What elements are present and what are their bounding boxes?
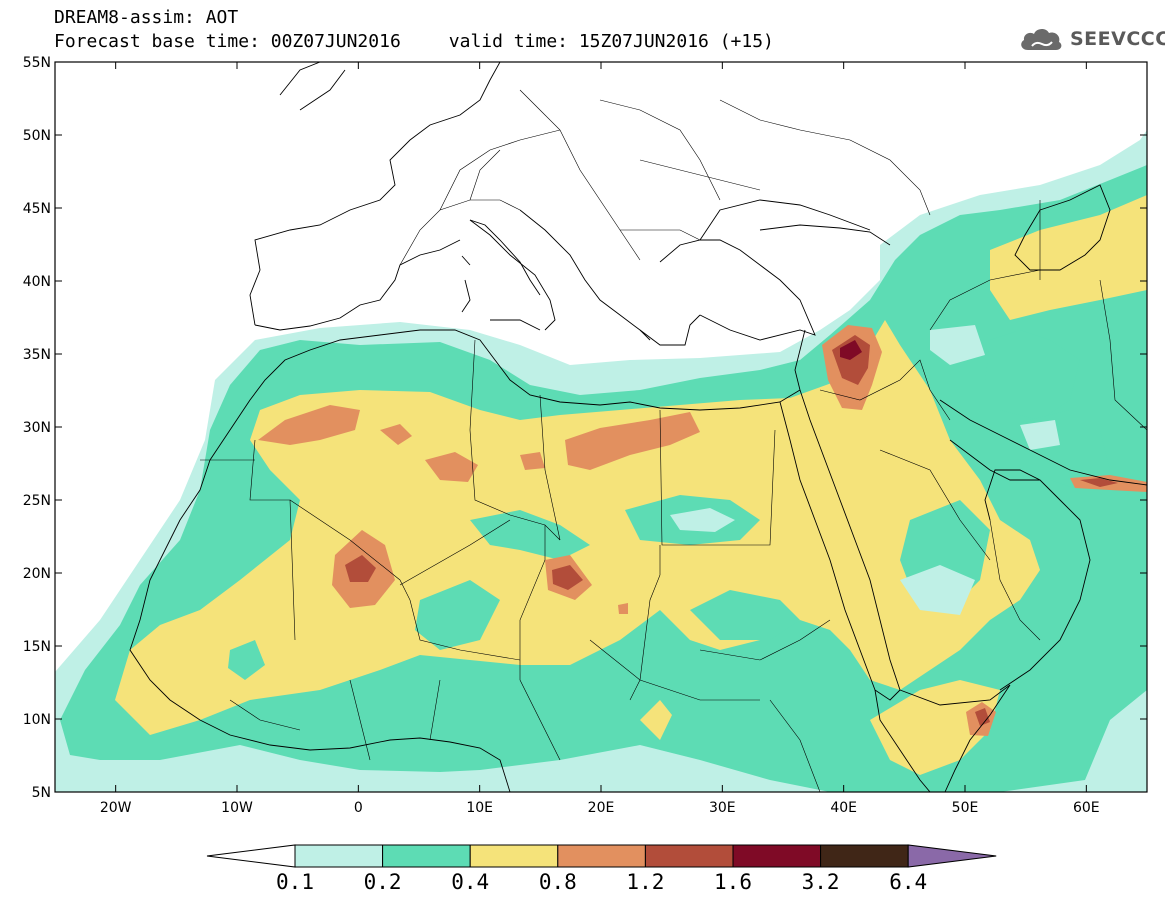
- colorbar-swatch: [294, 844, 384, 868]
- forecast-times: Forecast base time: 00Z07JUN2016 valid ti…: [54, 32, 774, 52]
- lon-tick-label: 10W: [221, 800, 253, 816]
- colorbar-swatch: [469, 844, 559, 868]
- colorbar-over-triangle: [907, 844, 997, 868]
- base-time: Forecast base time: 00Z07JUN2016: [54, 31, 401, 52]
- lon-tick-label: 30E: [709, 800, 736, 816]
- lat-tick-label: 10N: [23, 712, 51, 728]
- lon-tick-label: 50E: [952, 800, 979, 816]
- logo-text: SEEVCCC: [1070, 28, 1165, 50]
- lon-tick-label: 40E: [830, 800, 857, 816]
- lat-tick-label: 5N: [32, 785, 51, 801]
- coastlines: [129, 62, 1147, 792]
- colorbar-swatch: [557, 844, 646, 868]
- chart-title: DREAM8-assim: AOT: [54, 7, 239, 28]
- axis-ticks: 5N 10N 15N 20N 25N 30N 35N 40N 45N 50N 55N 20W 10W 0 1…: [23, 55, 1147, 816]
- lat-tick-label: 35N: [23, 347, 51, 363]
- colorbar-swatch: [644, 844, 734, 868]
- lon-tick-label: 10E: [466, 800, 493, 816]
- lat-tick-label: 45N: [23, 201, 51, 217]
- lat-tick-label: 25N: [23, 493, 51, 509]
- colorbar-swatch: [732, 844, 822, 868]
- colorbar-label: 1.2: [626, 870, 665, 894]
- country-borders: [200, 89, 1147, 792]
- colorbar-under-triangle: [206, 844, 296, 868]
- cloud-icon: [1021, 28, 1062, 50]
- aot-contours: [55, 130, 1147, 792]
- lon-tick-label: 20W: [100, 800, 132, 816]
- seevccc-logo: SEEVCCC: [1018, 26, 1165, 52]
- colorbar-label: 0.4: [451, 870, 490, 894]
- lat-tick-label: 15N: [23, 639, 51, 655]
- lon-tick-label: 20E: [588, 800, 615, 816]
- lat-tick-label: 20N: [23, 566, 51, 582]
- colorbar-label: 3.2: [801, 870, 840, 894]
- colorbar-swatch: [820, 844, 909, 868]
- lon-tick-label: 60E: [1073, 800, 1100, 816]
- valid-time: valid time: 15Z07JUN2016 (+15): [448, 31, 774, 52]
- lat-tick-label: 40N: [23, 274, 51, 290]
- colorbar-label: 0.2: [363, 870, 402, 894]
- lon-tick-label: 0: [354, 800, 363, 816]
- colorbar-label: 1.6: [714, 870, 752, 894]
- colorbar-label: 0.8: [538, 870, 577, 894]
- colorbar-label: 6.4: [889, 870, 928, 894]
- colorbar-swatch: [382, 844, 471, 868]
- lat-tick-label: 50N: [23, 128, 51, 144]
- lat-tick-label: 30N: [23, 420, 51, 436]
- lat-tick-label: 55N: [23, 55, 51, 71]
- colorbar-label: 0.1: [276, 870, 314, 894]
- colorbar: [206, 844, 997, 868]
